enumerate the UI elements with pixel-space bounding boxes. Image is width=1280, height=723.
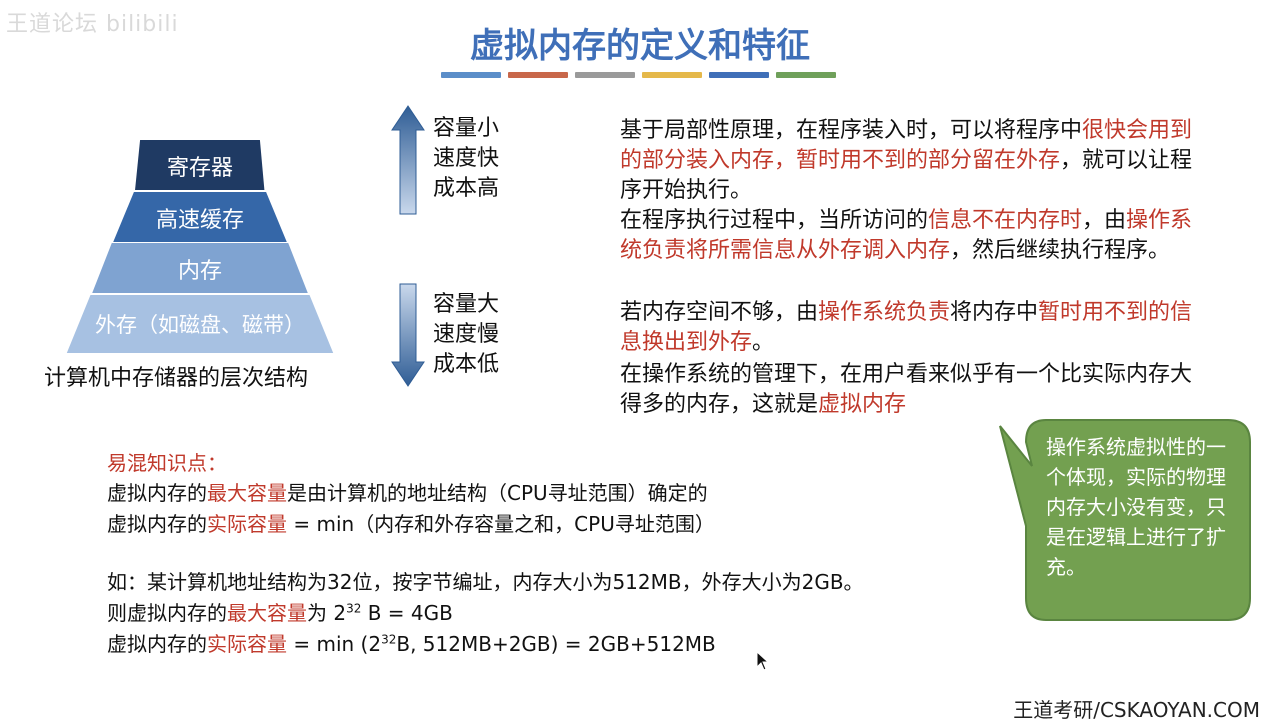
paragraph-virtual-memory: 在操作系统的管理下，在用户看来似乎有一个比实际内存大得多的内存，这就是虚拟内存: [620, 362, 1193, 417]
paragraph-page-in: 在程序执行过程中，当所访问的信息不在内存时，由操作系统负责将所需信息从外存调入内…: [620, 208, 1193, 263]
footer-brand: 王道考研/CSKAOYAN.COM: [1013, 698, 1260, 722]
callout-bubble: [999, 419, 1251, 621]
down-line-cost: 成本低: [433, 352, 500, 377]
callout-text: 操作系统虚拟性的一个体现，实际的物理内存大小没有变，只是在逻辑上进行了扩充。: [1046, 435, 1226, 579]
note-line-example: 如：某计算机地址结构为32位，按字节编址，内存大小为512MB，外存大小为2GB…: [107, 570, 864, 594]
arrow-down-icon: [391, 283, 425, 387]
title-color-bar: [776, 72, 836, 78]
pyramid-level-cache: 高速缓存: [113, 192, 287, 242]
memory-pyramid: 寄存器 高速缓存 内存 外存（如磁盘、磁带）: [60, 140, 340, 356]
down-line-capacity: 容量大: [433, 292, 500, 317]
title-color-bar: [508, 72, 568, 78]
note-line-max-capacity: 虚拟内存的最大容量是由计算机的地址结构（CPU寻址范围）确定的: [107, 481, 708, 505]
pyramid-level-storage: 外存（如磁盘、磁带）: [66, 295, 334, 353]
title-color-bar: [575, 72, 635, 78]
up-line-speed: 速度快: [433, 146, 500, 171]
title-color-bar: [441, 72, 501, 78]
title-color-bar: [642, 72, 702, 78]
pyramid-label-storage: 外存（如磁盘、磁带）: [95, 313, 305, 337]
slide-title: 虚拟内存的定义和特征: [470, 26, 810, 66]
paragraph-swap-out: 若内存空间不够，由操作系统负责将内存中暂时用不到的信息换出到外存。: [620, 300, 1193, 355]
arrow-up-labels: 容量小 速度快 成本高: [433, 114, 499, 204]
arrow-up-icon: [391, 105, 425, 215]
title-color-bar: [709, 72, 769, 78]
pyramid-level-memory: 内存: [92, 243, 308, 293]
note-line-example-max: 则虚拟内存的最大容量为 232 B = 4GB: [107, 601, 453, 625]
paragraph-locality: 基于局部性原理，在程序装入时，可以将程序中很快会用到的部分装入内存，暂时用不到的…: [620, 118, 1193, 203]
pyramid-label-memory: 内存: [177, 259, 222, 284]
up-line-capacity: 容量小: [433, 116, 500, 141]
notes-title: 易混知识点：: [107, 451, 227, 475]
down-line-speed: 速度慢: [433, 322, 500, 347]
note-line-example-actual: 虚拟内存的实际容量 = min (232B, 512MB+2GB) = 2GB+…: [107, 632, 716, 656]
pyramid-caption: 计算机中存储器的层次结构: [44, 366, 309, 391]
note-line-actual-capacity: 虚拟内存的实际容量 = min（内存和外存容量之和，CPU寻址范围）: [107, 512, 715, 536]
up-line-cost: 成本高: [433, 176, 500, 201]
pyramid-level-register: 寄存器: [135, 140, 265, 190]
watermark: 王道论坛 bilibili: [6, 12, 179, 37]
callout-shape: [999, 419, 1251, 621]
pyramid-label-register: 寄存器: [166, 156, 233, 181]
arrow-down-labels: 容量大 速度慢 成本低: [433, 290, 499, 380]
pyramid-label-cache: 高速缓存: [155, 208, 244, 233]
mouse-cursor-icon: [756, 651, 770, 671]
